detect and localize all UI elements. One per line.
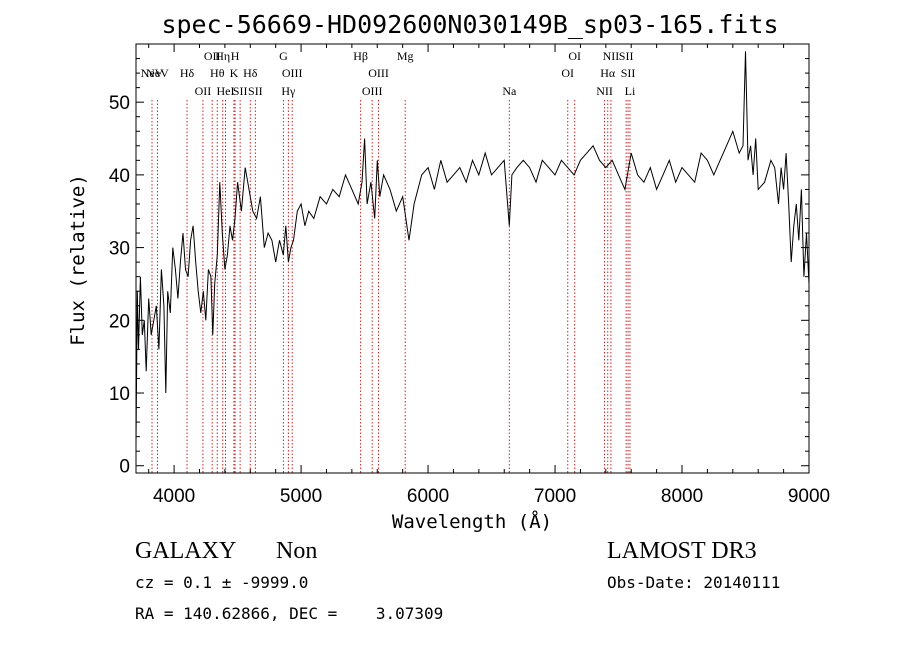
spectral-line-label: Hδ (243, 66, 258, 80)
spectral-line-label: OIII (282, 66, 303, 80)
spectral-line-label: Hβ (353, 49, 368, 63)
spectral-line-label: OI (561, 66, 574, 80)
spectral-line-label: NeV (141, 66, 164, 80)
y-tick-label: 50 (109, 93, 130, 114)
spectral-line-label: SII (621, 66, 636, 80)
ra-dec-line: RA = 140.62866, DEC = 3.07309 (135, 604, 444, 623)
x-tick-label: 8000 (661, 486, 703, 507)
y-tick-label: 10 (109, 384, 130, 405)
spectral-line-label: G (279, 49, 288, 63)
spectral-line-label: NeV (146, 66, 169, 80)
x-axis-label: Wavelength (Å) (392, 510, 552, 533)
x-tick-label: 5000 (280, 486, 322, 507)
spectral-line-label: Mg (397, 49, 414, 63)
redshift-line: cz = 0.1 ± -9999.0 (135, 573, 309, 592)
spectral-line-label: H (231, 49, 240, 63)
spectral-line-label: SII (233, 84, 248, 98)
y-tick-label: 40 (109, 166, 130, 187)
object-class: GALAXY (135, 538, 237, 564)
spectral-line-label: Hδ (180, 66, 195, 80)
x-tick-label: 4000 (153, 486, 195, 507)
spectral-line-label: NII (603, 49, 620, 63)
spectral-line-label: Na (502, 84, 517, 98)
x-tick-label: 9000 (788, 486, 830, 507)
spectral-line-label: SII (619, 49, 634, 63)
x-tick-label: 6000 (407, 486, 449, 507)
spectral-line-label: SII (248, 84, 263, 98)
y-tick-label: 30 (109, 239, 130, 260)
spectral-line-label: K (230, 66, 239, 80)
spectral-line-label: HeI (217, 84, 235, 98)
spectrum-line (135, 51, 810, 444)
spectral-line-label: Hη (215, 49, 230, 63)
x-tick-label: 7000 (534, 486, 576, 507)
object-subclass: Non (276, 538, 318, 564)
spectral-line-label: Li (625, 84, 636, 98)
y-tick-label: 20 (109, 311, 130, 332)
spectral-line-label: Hθ (210, 66, 225, 80)
spectral-line-label: NII (596, 84, 613, 98)
spectral-line-label: OI (568, 49, 581, 63)
spectral-line-label: Hα (600, 66, 616, 80)
y-tick-label: 0 (119, 457, 130, 478)
obs-date-line: Obs-Date: 20140111 (607, 573, 781, 592)
y-axis-label: Flux (relative) (67, 174, 89, 346)
spectral-line-label: OII (204, 49, 221, 63)
plot-frame (135, 43, 810, 474)
axis-ticks-layer: 4000 5000 6000 7000 8000 9000 0 10 20 30 40 50 (109, 44, 830, 507)
chart-title: spec-56669-HD092600N030149B_sp03-165.fit… (161, 10, 778, 39)
series-layer (135, 51, 810, 444)
spectral-line-label: OIII (368, 66, 389, 80)
survey-label: LAMOST DR3 (607, 538, 757, 564)
spectral-line-label: OII (195, 84, 212, 98)
spectral-line-label: OIII (362, 84, 383, 98)
spectral-line-label: Hγ (281, 84, 296, 98)
